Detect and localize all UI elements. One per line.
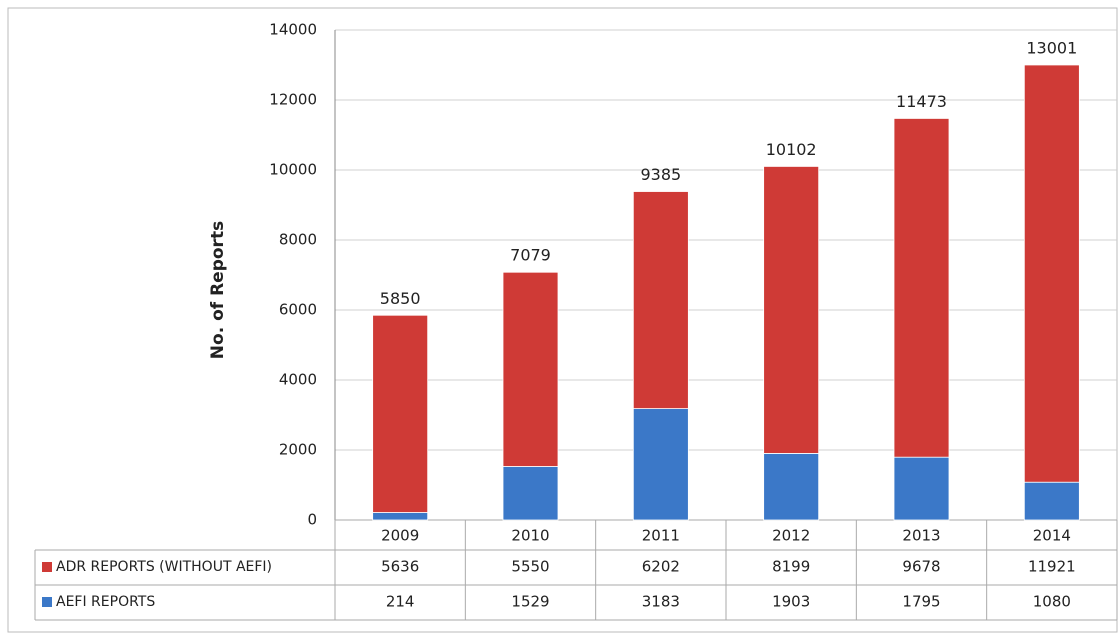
y-tick-label: 10000: [269, 161, 317, 179]
bar-segment: [502, 271, 559, 467]
bar-segment: [502, 466, 559, 521]
total-label: 11473: [896, 92, 947, 111]
bar-segment: [763, 452, 820, 521]
x-tick-label: 2010: [511, 527, 549, 545]
x-tick-label: 2013: [902, 527, 940, 545]
bar-segment: [632, 408, 689, 521]
table-value: 1080: [1033, 593, 1071, 611]
bar-segment: [372, 512, 429, 521]
bar-segment: [1023, 64, 1080, 483]
y-tick-label: 4000: [279, 371, 317, 389]
total-label: 9385: [640, 165, 681, 184]
total-label: 5850: [380, 289, 421, 308]
bar-segment: [632, 191, 689, 409]
y-tick-label: 0: [307, 511, 317, 529]
table-value: 11921: [1028, 558, 1076, 576]
total-label: 7079: [510, 246, 551, 265]
legend-label: ADR REPORTS (WITHOUT AEFI): [56, 559, 272, 575]
table-value: 8199: [772, 558, 810, 576]
table-value: 214: [386, 593, 415, 611]
bar-segment: [763, 166, 820, 454]
x-tick-label: 2012: [772, 527, 810, 545]
x-tick-label: 2009: [381, 527, 419, 545]
x-tick-label: 2011: [642, 527, 680, 545]
table-value: 5636: [381, 558, 419, 576]
bar-segment: [1023, 481, 1080, 521]
legend-swatch: [42, 562, 52, 572]
y-tick-label: 8000: [279, 231, 317, 249]
bar-segment: [372, 314, 429, 513]
bar-segment: [893, 456, 950, 521]
total-label: 10102: [766, 140, 817, 159]
y-tick-label: 2000: [279, 441, 317, 459]
table-value: 5550: [511, 558, 549, 576]
legend-label: AEFI REPORTS: [56, 594, 155, 610]
table-value: 1529: [511, 593, 549, 611]
frame: [7, 7, 1118, 633]
y-tick-label: 12000: [269, 91, 317, 109]
table-value: 3183: [642, 593, 680, 611]
table-value: 1795: [902, 593, 940, 611]
y-tick-label: 14000: [269, 21, 317, 39]
total-label: 13001: [1026, 38, 1077, 57]
y-tick-label: 6000: [279, 301, 317, 319]
table-value: 1903: [772, 593, 810, 611]
y-axis-label: No. of Reports: [208, 221, 228, 359]
bar-segment: [893, 118, 950, 458]
table-value: 6202: [642, 558, 680, 576]
legend-swatch: [42, 597, 52, 607]
table-value: 9678: [902, 558, 940, 576]
x-tick-label: 2014: [1033, 527, 1071, 545]
